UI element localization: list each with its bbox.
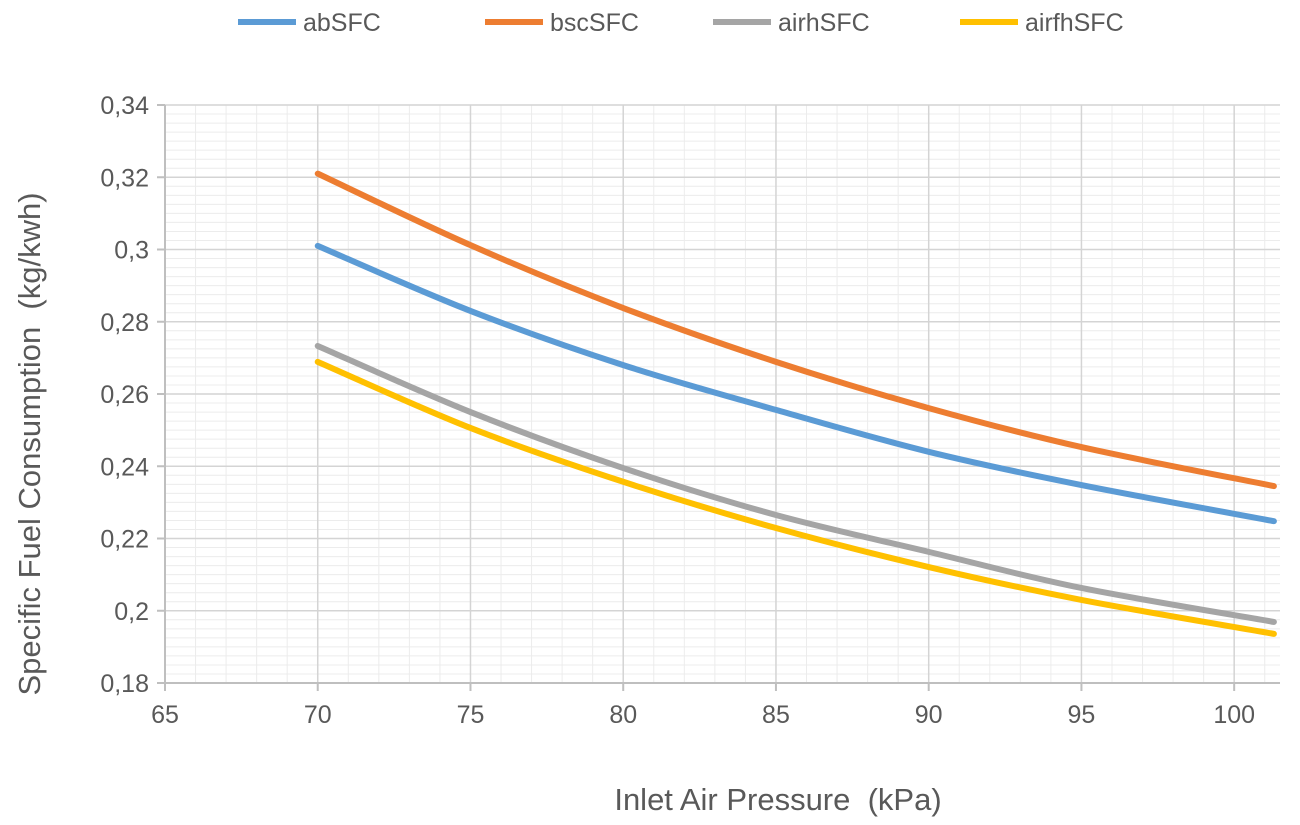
x-tick-label: 80 — [609, 701, 637, 729]
y-tick-label: 0,18 — [100, 670, 149, 698]
y-tick-label: 0,22 — [100, 526, 149, 554]
series-line-abSFC — [314, 242, 1277, 525]
x-tick-label: 90 — [915, 701, 943, 729]
series-lines — [314, 170, 1277, 637]
y-axis-title: Specific Fuel Consumption (kg/kwh) — [12, 192, 47, 695]
y-tick-label: 0,26 — [100, 381, 149, 409]
x-tick-labels: 65 70 75 80 85 90 95 100 — [151, 701, 1255, 729]
legend-label-airhSFC: airhSFC — [778, 9, 870, 37]
x-tick-label: 95 — [1068, 701, 1096, 729]
y-tick-label: 0,3 — [114, 237, 149, 265]
x-tick-label: 85 — [762, 701, 790, 729]
x-tick-label: 65 — [151, 701, 179, 729]
series-line-bscSFC — [314, 170, 1277, 490]
x-axis-title: Inlet Air Pressure (kPa) — [614, 782, 941, 817]
x-tick-label: 70 — [304, 701, 332, 729]
y-tick-label: 0,24 — [100, 453, 149, 481]
legend-label-airfhSFC: airfhSFC — [1025, 9, 1124, 37]
series-line-airhSFC — [314, 342, 1277, 625]
y-tick-label: 0,32 — [100, 164, 149, 192]
x-tick-label: 75 — [457, 701, 485, 729]
y-tick-label: 0,2 — [114, 598, 149, 626]
legend: abSFC bscSFC airhSFC airfhSFC — [238, 9, 1124, 37]
legend-label-abSFC: abSFC — [303, 9, 381, 37]
series-line-airfhSFC — [314, 358, 1277, 637]
axes — [157, 104, 1280, 691]
legend-label-bscSFC: bscSFC — [550, 9, 639, 37]
x-tick-label: 100 — [1213, 701, 1255, 729]
y-tick-labels: 0,18 0,2 0,22 0,24 0,26 0,28 0,3 0,32 0,34 — [100, 92, 149, 698]
y-tick-label: 0,28 — [100, 309, 149, 337]
y-tick-label: 0,34 — [100, 92, 149, 120]
